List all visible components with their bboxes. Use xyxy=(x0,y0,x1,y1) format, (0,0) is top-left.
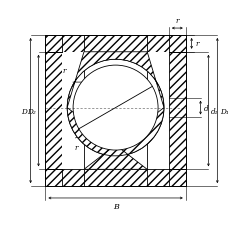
Text: D: D xyxy=(21,107,27,115)
Text: r: r xyxy=(74,144,77,152)
Text: D₁: D₁ xyxy=(219,107,228,115)
Bar xyxy=(84,98,101,118)
Circle shape xyxy=(73,66,157,150)
Bar xyxy=(62,52,168,170)
Text: D₂: D₂ xyxy=(27,107,35,115)
Bar xyxy=(168,52,185,170)
Text: r: r xyxy=(195,40,198,48)
Bar xyxy=(129,98,147,118)
Bar xyxy=(45,52,62,170)
Polygon shape xyxy=(67,52,163,108)
Text: B: B xyxy=(112,202,118,210)
Bar xyxy=(45,36,185,52)
Text: d: d xyxy=(203,104,207,112)
Bar xyxy=(45,170,185,186)
Text: r: r xyxy=(62,67,66,75)
Text: d₁: d₁ xyxy=(210,107,217,115)
Text: r: r xyxy=(175,17,178,25)
Bar xyxy=(45,36,185,186)
Polygon shape xyxy=(67,108,163,170)
